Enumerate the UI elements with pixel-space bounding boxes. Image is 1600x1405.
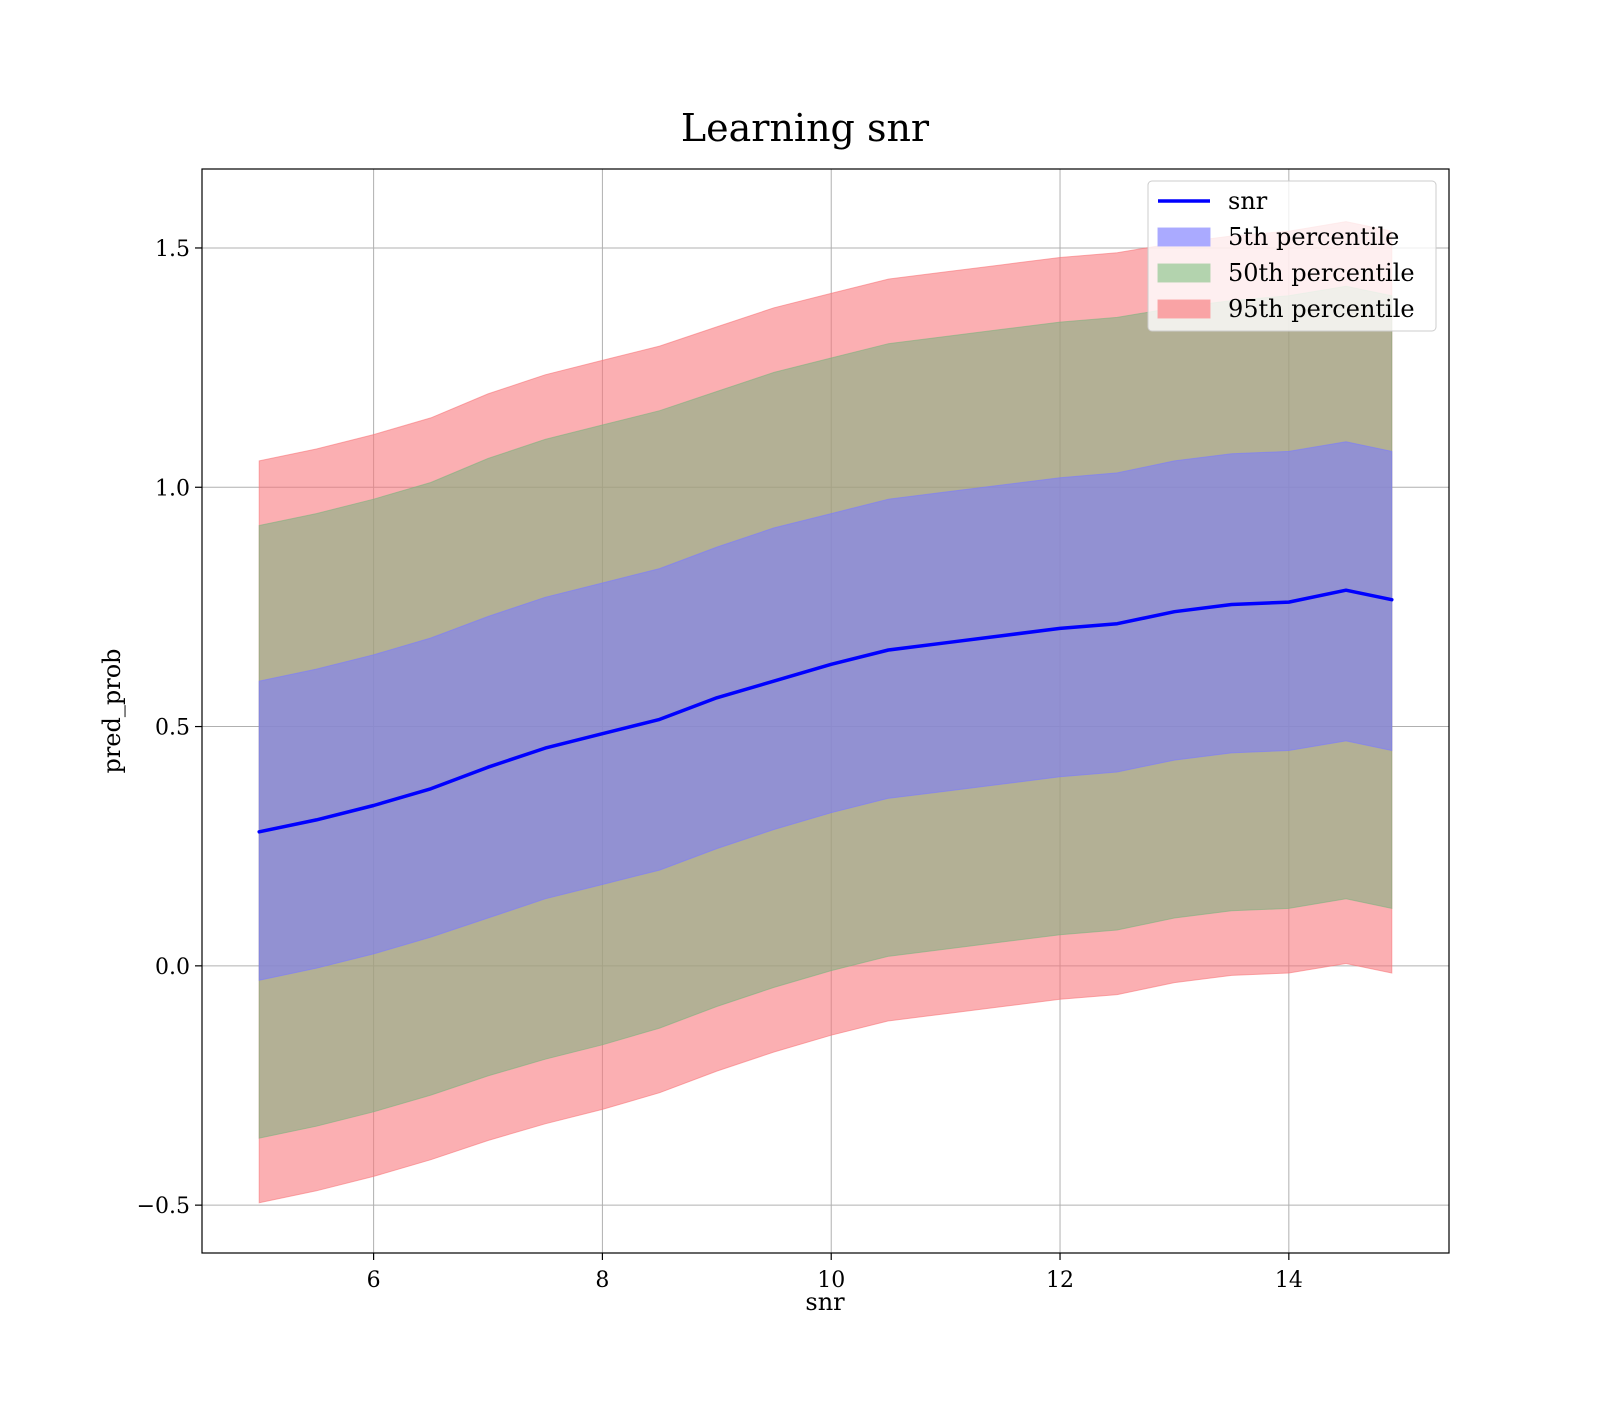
y-tick-label: 1.5: [155, 237, 190, 262]
x-axis-ticks: 6 8 10 12 14: [367, 1253, 1303, 1293]
chart-title: Learning snr: [681, 106, 930, 150]
legend-label-snr: snr: [1228, 187, 1268, 215]
y-tick-label: 0.5: [155, 716, 190, 741]
legend: snr 5th percentile 50th percentile 95th per…: [1147, 180, 1437, 332]
bands-layer: [258, 221, 1393, 1204]
y-axis-label: pred_prob: [98, 648, 126, 773]
x-tick-label: 6: [367, 1268, 381, 1293]
legend-swatch-5th-percentile: [1157, 227, 1211, 247]
y-tick-label: 0.0: [155, 955, 190, 980]
legend-box: [1147, 180, 1437, 332]
plot-frame: [201, 168, 1450, 1254]
line-layer: [257, 588, 1394, 834]
x-axis-label: snr: [805, 1288, 845, 1316]
x-tick-label: 10: [817, 1268, 845, 1293]
series-line-snr: [257, 588, 1394, 834]
legend-label-95th-percentile: 95th percentile: [1228, 295, 1415, 323]
y-axis-ticks: −0.5 0.0 0.5 1.0 1.5: [137, 237, 202, 1219]
legend-swatch-50th-percentile: [1157, 263, 1211, 283]
x-tick-label: 12: [1046, 1268, 1074, 1293]
legend-label-50th-percentile: 50th percentile: [1228, 259, 1415, 287]
band-5th-percentile: [258, 441, 1393, 981]
x-tick-label: 14: [1275, 1268, 1303, 1293]
legend-swatch-95th-percentile: [1157, 299, 1211, 319]
y-tick-label: −0.5: [137, 1194, 190, 1219]
y-tick-label: 1.0: [155, 476, 190, 501]
legend-label-5th-percentile: 5th percentile: [1228, 223, 1399, 251]
x-tick-label: 8: [595, 1268, 609, 1293]
